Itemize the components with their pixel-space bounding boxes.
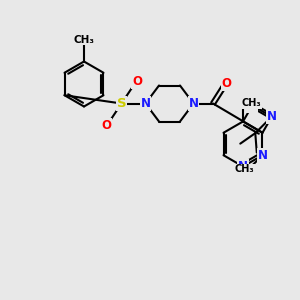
Text: S: S — [117, 97, 126, 110]
Text: N: N — [257, 149, 268, 162]
Text: N: N — [238, 160, 248, 173]
Text: CH₃: CH₃ — [235, 164, 254, 174]
Text: CH₃: CH₃ — [242, 98, 261, 109]
Text: N: N — [247, 99, 257, 112]
Text: CH₃: CH₃ — [74, 34, 94, 45]
Text: O: O — [132, 75, 142, 88]
Text: O: O — [221, 77, 232, 90]
Text: O: O — [101, 118, 111, 132]
Text: N: N — [188, 97, 199, 110]
Text: N: N — [140, 97, 151, 110]
Text: N: N — [267, 110, 277, 123]
